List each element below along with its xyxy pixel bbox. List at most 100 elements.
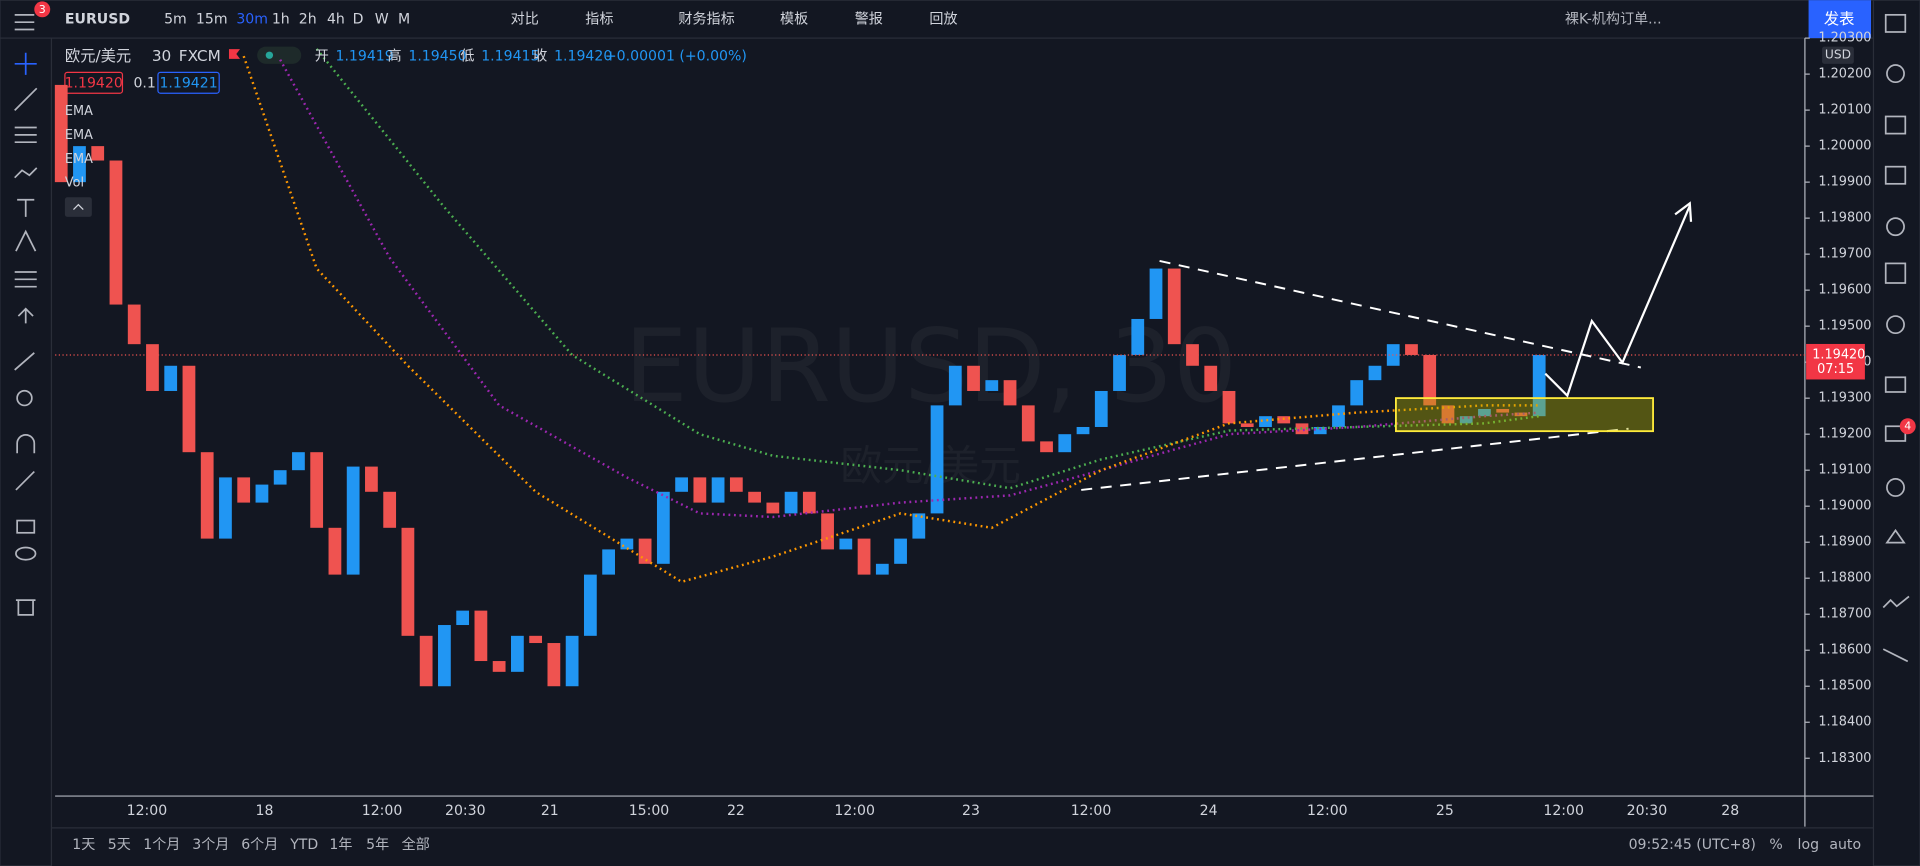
collapse-button[interactable] bbox=[64, 197, 92, 217]
publish-button-bg[interactable] bbox=[1808, 0, 1872, 39]
candle bbox=[401, 527, 415, 636]
scale-option[interactable]: % bbox=[1769, 837, 1782, 853]
range-button[interactable]: 3个月 bbox=[192, 837, 229, 853]
range-button[interactable]: 1个月 bbox=[143, 837, 180, 853]
y-tick-label: 1.19100 bbox=[1818, 463, 1871, 478]
candle bbox=[1094, 390, 1108, 427]
candle bbox=[1149, 268, 1163, 319]
drawings[interactable] bbox=[1081, 201, 1693, 491]
y-tick-label: 1.20300 bbox=[1818, 31, 1871, 46]
zone[interactable] bbox=[1395, 397, 1654, 433]
watermark-name: 欧元/美元 bbox=[840, 441, 1021, 490]
notification-badge: 3 bbox=[39, 3, 46, 16]
candle bbox=[474, 610, 488, 662]
candle bbox=[1405, 344, 1418, 355]
layout-name[interactable]: 裸K-机构订单... bbox=[1565, 12, 1662, 28]
candle bbox=[821, 513, 834, 550]
candle bbox=[292, 452, 305, 471]
candle bbox=[1350, 380, 1364, 406]
candle bbox=[802, 491, 816, 514]
toolbar-button[interactable]: 对比 bbox=[511, 12, 539, 28]
menu-icon[interactable] bbox=[14, 13, 35, 31]
symbol[interactable]: EURUSD bbox=[65, 12, 130, 28]
interval[interactable]: 4h bbox=[327, 12, 345, 28]
candle bbox=[54, 84, 68, 183]
bid-box[interactable] bbox=[64, 71, 124, 94]
interval[interactable]: D bbox=[353, 12, 364, 28]
resistance-line[interactable] bbox=[1159, 260, 1642, 369]
interval[interactable]: M bbox=[398, 12, 410, 28]
range-button[interactable]: 1年 bbox=[329, 837, 352, 853]
range-button[interactable]: 5年 bbox=[366, 837, 389, 853]
projection-path[interactable] bbox=[1544, 205, 1691, 398]
interval[interactable]: 15m bbox=[196, 12, 228, 28]
toolbar-button[interactable]: 回放 bbox=[929, 12, 957, 28]
candle bbox=[894, 538, 907, 564]
range-button[interactable]: 6个月 bbox=[241, 837, 278, 853]
interval[interactable]: 5m bbox=[164, 12, 187, 28]
candle bbox=[328, 527, 342, 575]
candle bbox=[200, 452, 214, 539]
indicator[interactable]: EMA bbox=[65, 152, 93, 167]
candle bbox=[620, 538, 634, 550]
candle bbox=[1368, 365, 1382, 381]
candle bbox=[73, 146, 86, 183]
range-button[interactable]: 5天 bbox=[108, 837, 131, 853]
currency: USD bbox=[1825, 48, 1851, 62]
candle bbox=[1021, 405, 1035, 442]
toolbar-button[interactable]: 警报 bbox=[855, 12, 883, 28]
indicator[interactable]: EMA bbox=[65, 128, 93, 143]
legend-source: FXCM bbox=[179, 47, 221, 65]
indicator[interactable]: Vol bbox=[65, 176, 84, 191]
interval[interactable]: W bbox=[375, 12, 389, 28]
drawing-tools[interactable] bbox=[14, 52, 38, 616]
y-tick-label: 1.19600 bbox=[1818, 283, 1871, 298]
sidebar-badge: 4 bbox=[1904, 419, 1911, 432]
scale-option[interactable]: auto bbox=[1829, 837, 1861, 853]
interval[interactable]: 2h bbox=[299, 12, 317, 28]
right-tools[interactable] bbox=[1882, 13, 1910, 663]
y-tick-label: 1.18300 bbox=[1818, 751, 1871, 766]
x-tick-label: 12:00 bbox=[1543, 803, 1584, 819]
ask-box[interactable] bbox=[157, 71, 220, 94]
toolbar-button[interactable]: 模板 bbox=[780, 12, 808, 28]
candle bbox=[1496, 408, 1510, 413]
y-tick-label: 1.19500 bbox=[1818, 319, 1871, 334]
bid[interactable]: 1.19420 bbox=[65, 75, 123, 91]
candle bbox=[766, 502, 780, 514]
interval[interactable]: 30m bbox=[236, 12, 268, 28]
candle bbox=[583, 574, 597, 636]
left-toolbar bbox=[0, 37, 53, 866]
x-tick-label: 12:00 bbox=[362, 803, 403, 819]
candle bbox=[91, 146, 105, 161]
y-tick-label: 1.18500 bbox=[1818, 679, 1871, 694]
candle bbox=[219, 477, 232, 539]
range-button[interactable]: 1天 bbox=[72, 837, 95, 853]
toolbar-button[interactable]: 财务指标 bbox=[678, 12, 734, 28]
ohlc-value: 1.19419 bbox=[336, 48, 394, 64]
candle bbox=[346, 466, 360, 575]
ohlc-value: 1.19415 bbox=[481, 48, 539, 64]
candle bbox=[930, 405, 944, 514]
candle bbox=[1478, 408, 1491, 417]
candle bbox=[948, 365, 962, 406]
range-button[interactable]: 全部 bbox=[402, 836, 430, 853]
candle bbox=[693, 477, 707, 503]
ohlc-label: 收 bbox=[533, 48, 547, 64]
y-tick-label: 1.20200 bbox=[1818, 67, 1871, 82]
y-tick-label: 1.19200 bbox=[1818, 427, 1871, 442]
x-tick-label: 15:00 bbox=[629, 803, 670, 819]
ask[interactable]: 1.19421 bbox=[159, 75, 217, 91]
interval[interactable]: 1h bbox=[272, 12, 290, 28]
last-price-label: 1.19420 bbox=[1812, 347, 1865, 362]
indicator[interactable]: EMA bbox=[65, 104, 93, 119]
scale-option[interactable]: log bbox=[1798, 837, 1819, 853]
range-button[interactable]: YTD bbox=[289, 837, 318, 853]
y-tick-label: 1.19900 bbox=[1818, 175, 1871, 190]
support-line[interactable] bbox=[1081, 427, 1629, 491]
toolbar-button[interactable]: 指标 bbox=[585, 12, 613, 28]
publish-button[interactable]: 发表 bbox=[1824, 10, 1855, 28]
x-tick-label: 28 bbox=[1721, 803, 1739, 819]
candle bbox=[967, 365, 980, 391]
